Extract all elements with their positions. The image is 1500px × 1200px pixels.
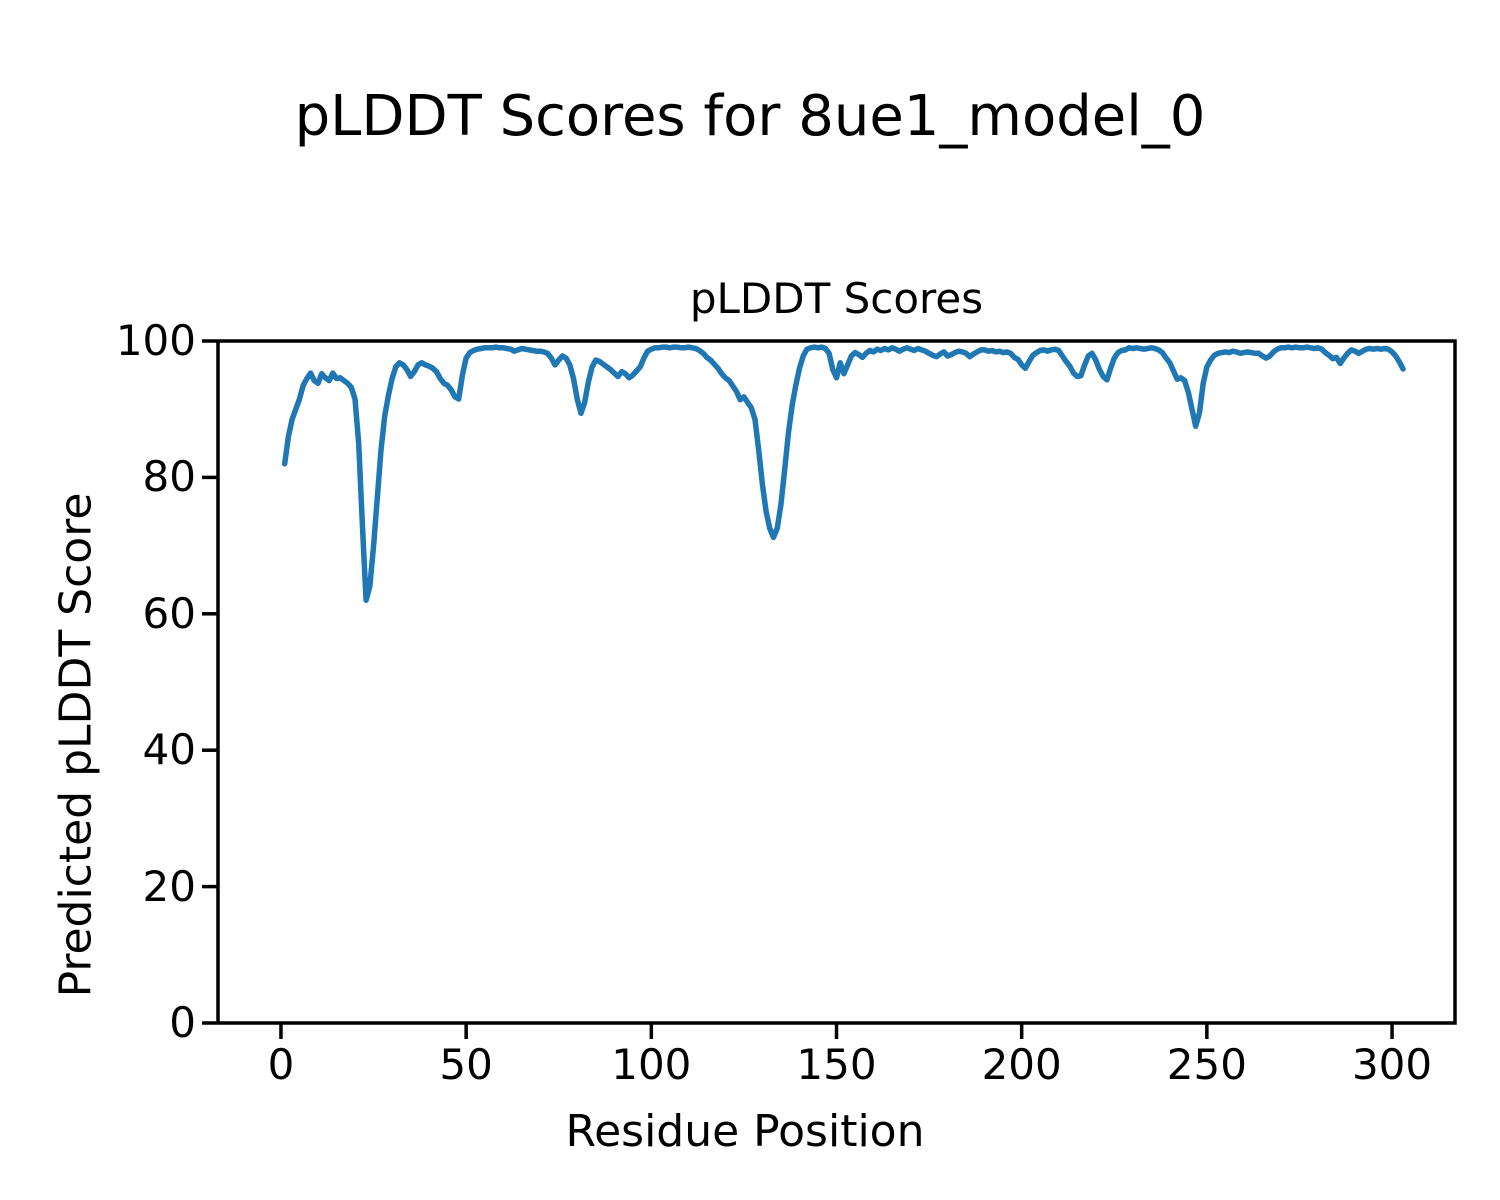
figure-title: pLDDT Scores for 8ue1_model_0 [294,84,1206,149]
x-tick-label: 250 [1166,1040,1247,1089]
y-tick-label: 40 [142,725,196,775]
y-tick-marks [202,339,217,1025]
y-axis-label: Predicted pLDDT Score [50,492,102,998]
x-tick-label: 200 [981,1040,1062,1089]
plot-area [202,339,1457,1039]
axes-frame [216,339,1457,1025]
x-tick-label: 300 [1351,1040,1433,1089]
x-tick-label: 50 [439,1040,493,1089]
axes-title: pLDDT Scores [689,274,984,323]
y-tick-label: 20 [142,861,196,911]
y-tick-label: 100 [115,316,196,365]
x-tick-label: 0 [267,1040,295,1089]
x-tick-label: 150 [796,1040,877,1089]
x-tick-marks [279,1024,1394,1039]
y-tick-label: 80 [142,452,196,502]
y-tick-label: 60 [142,588,196,638]
x-axis-label: Residue Position [565,1106,925,1157]
plddt-line [281,344,1406,603]
y-tick-label: 0 [169,998,196,1047]
x-tick-label: 100 [611,1040,692,1089]
